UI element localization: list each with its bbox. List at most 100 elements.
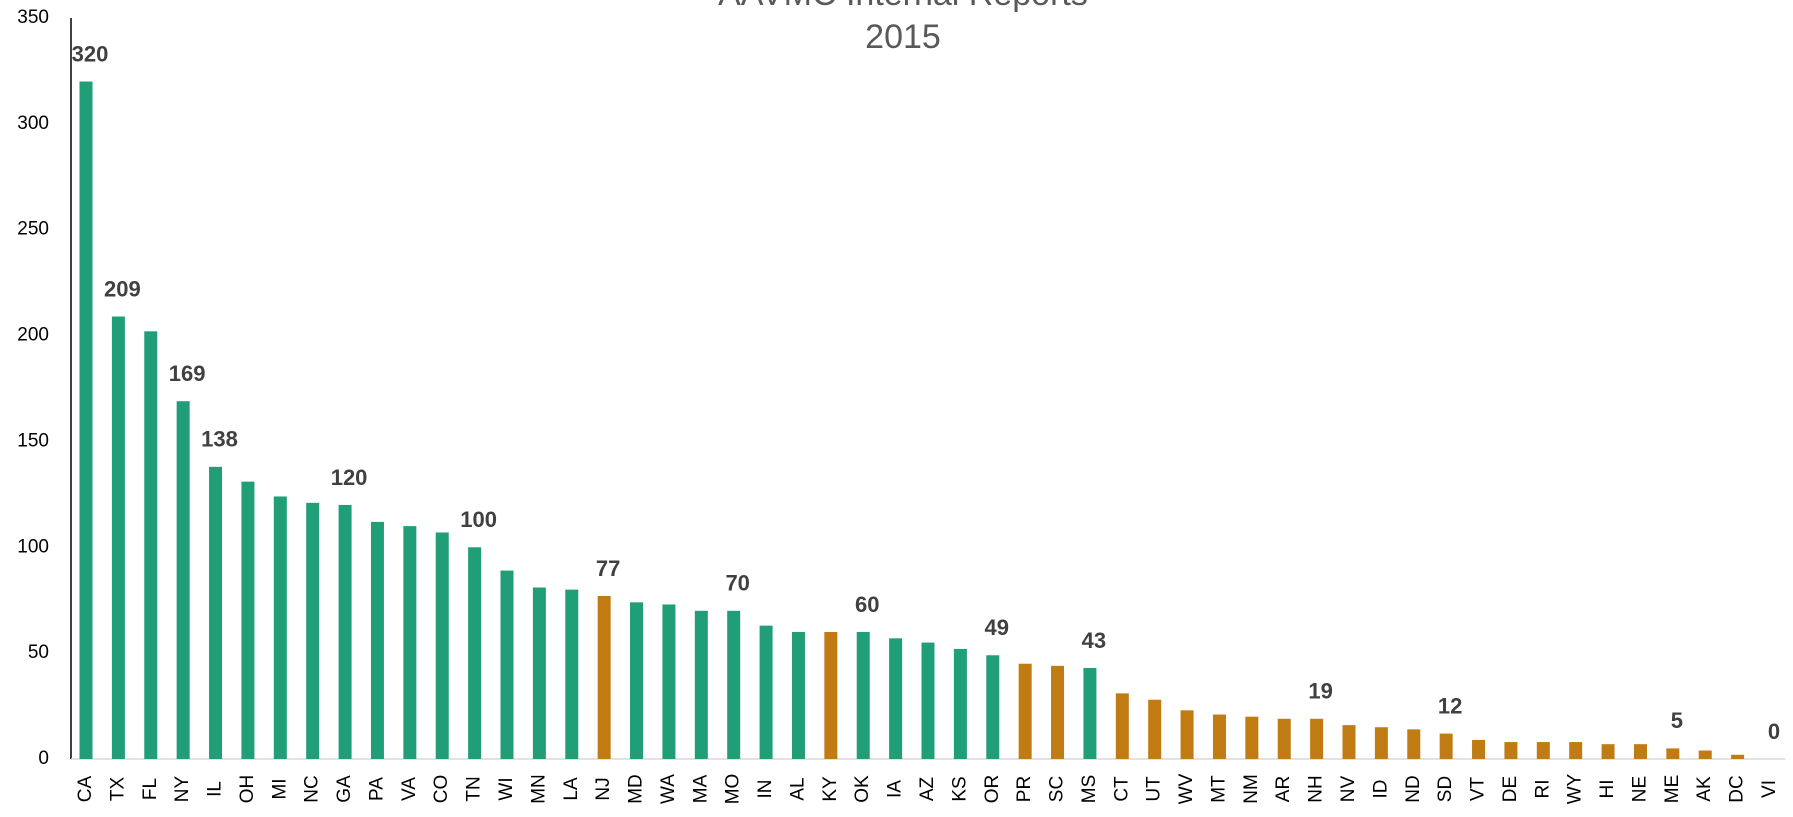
x-tick-label: NM [1241,774,1262,804]
x-tick-label: VI [1759,780,1780,798]
data-label: 5 [1671,708,1683,733]
x-tick-label: WY [1565,773,1586,804]
bar [694,610,708,759]
x-tick-label: MD [626,774,647,804]
bar [1407,729,1421,759]
bar [759,625,773,759]
bar [435,532,449,759]
bar [1731,754,1745,759]
bar [1115,693,1129,759]
x-tick-label: NH [1306,775,1327,802]
x-tick-label: WI [496,777,517,800]
x-tick-label: KY [820,776,841,802]
bar [273,496,287,759]
x-tick-label: DC [1727,775,1748,802]
y-tick-label: 50 [28,642,49,663]
x-tick-label: RI [1532,780,1553,799]
x-tick-label: NV [1338,775,1359,802]
data-label: 77 [596,556,620,581]
x-tick-label: MI [269,778,290,799]
bar [403,526,417,759]
bar [1601,744,1615,759]
data-label: 60 [855,592,879,617]
x-tick-label: GA [334,775,355,803]
x-tick-label: TX [107,777,128,802]
bar [1374,727,1388,759]
x-tick-label: KS [949,776,970,801]
x-tick-label: MA [690,774,711,803]
x-tick-label: VA [399,777,420,801]
bar [727,610,741,759]
x-tick-label: WA [658,774,679,804]
x-tick-label: SC [1047,776,1068,802]
x-tick-label: DE [1500,776,1521,802]
data-label: 19 [1308,679,1332,704]
x-tick-label: ID [1370,780,1391,799]
x-tick-label: CA [75,775,96,802]
data-label: 12 [1438,693,1462,718]
bar [1212,714,1226,759]
bar [597,595,611,759]
bar [79,81,93,759]
x-tick-label: SD [1435,776,1456,802]
bar [1180,710,1194,759]
data-label: 209 [104,276,141,301]
chart-subtitle: 2015 [865,18,941,56]
x-tick-label: MT [1208,775,1229,803]
bar [921,642,935,759]
bar [176,401,190,759]
bar [370,521,384,759]
data-label: 43 [1082,628,1106,653]
bar [1472,739,1486,759]
bar [1018,663,1032,759]
x-tick-label: OK [852,775,873,803]
y-tick-label: 350 [17,7,49,28]
x-tick-label: OH [237,775,258,804]
bar [1698,750,1712,759]
bar [1504,742,1518,759]
bar [1051,665,1065,759]
y-tick-label: 250 [17,219,49,240]
bar [856,631,870,759]
x-tick-label: UT [1144,776,1165,802]
x-tick-label: AK [1694,776,1715,802]
x-tick-label: MO [723,774,744,805]
y-tick-label: 200 [17,325,49,346]
x-tick-label: AL [787,777,808,800]
data-label: 138 [201,427,238,452]
bar [1569,742,1583,759]
bar [1439,733,1453,759]
bar [953,648,967,759]
bar [241,481,255,759]
x-tick-label: MN [528,774,549,804]
y-tick-label: 0 [38,748,49,769]
bar [662,604,676,759]
bar [791,631,805,759]
data-label: 0 [1768,719,1780,744]
x-tick-label: LA [561,777,582,801]
bar [565,589,579,759]
bar [1277,718,1291,759]
bar [1536,742,1550,759]
bar [1633,744,1647,759]
x-tick-label: MS [1079,775,1100,804]
bar [500,570,514,759]
x-tick-label: HI [1597,780,1618,799]
x-tick-label: FL [140,778,161,800]
bar [1245,716,1259,759]
x-tick-label: AZ [917,776,938,801]
bar [209,466,223,759]
x-tick-label: CT [1111,776,1132,802]
bar [1310,718,1324,759]
x-tick-label: PA [366,777,387,801]
data-label: 320 [72,41,109,66]
x-tick-label: IN [755,780,776,799]
bar [1148,699,1162,759]
chart-title: AAVMC Internal Reports [718,0,1088,13]
x-tick-label: VT [1468,776,1489,801]
x-tick-label: WV [1176,773,1197,804]
bar [889,638,903,759]
bar [338,504,352,759]
x-tick-label: OR [982,775,1003,804]
